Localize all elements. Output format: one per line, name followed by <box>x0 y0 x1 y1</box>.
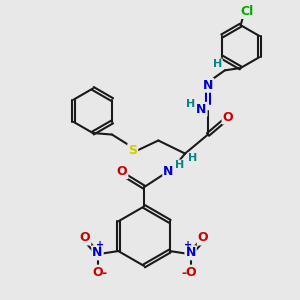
Text: O: O <box>80 232 90 244</box>
Text: N: N <box>185 246 196 259</box>
Text: N: N <box>203 79 213 92</box>
Text: O: O <box>92 266 103 279</box>
Text: O: O <box>185 266 196 279</box>
Text: O: O <box>223 110 233 124</box>
Text: H: H <box>212 59 222 69</box>
Text: O: O <box>117 165 128 178</box>
Text: N: N <box>92 246 103 259</box>
Text: +: + <box>184 240 192 250</box>
Text: N: N <box>163 165 174 178</box>
Text: -: - <box>101 267 106 280</box>
Text: N: N <box>196 103 207 116</box>
Text: -: - <box>182 267 187 280</box>
Text: O: O <box>198 232 208 244</box>
Text: +: + <box>96 240 104 250</box>
Text: H: H <box>188 153 197 163</box>
Text: S: S <box>128 144 137 157</box>
Text: H: H <box>186 99 195 109</box>
Text: Cl: Cl <box>240 5 253 18</box>
Text: H: H <box>175 160 184 170</box>
